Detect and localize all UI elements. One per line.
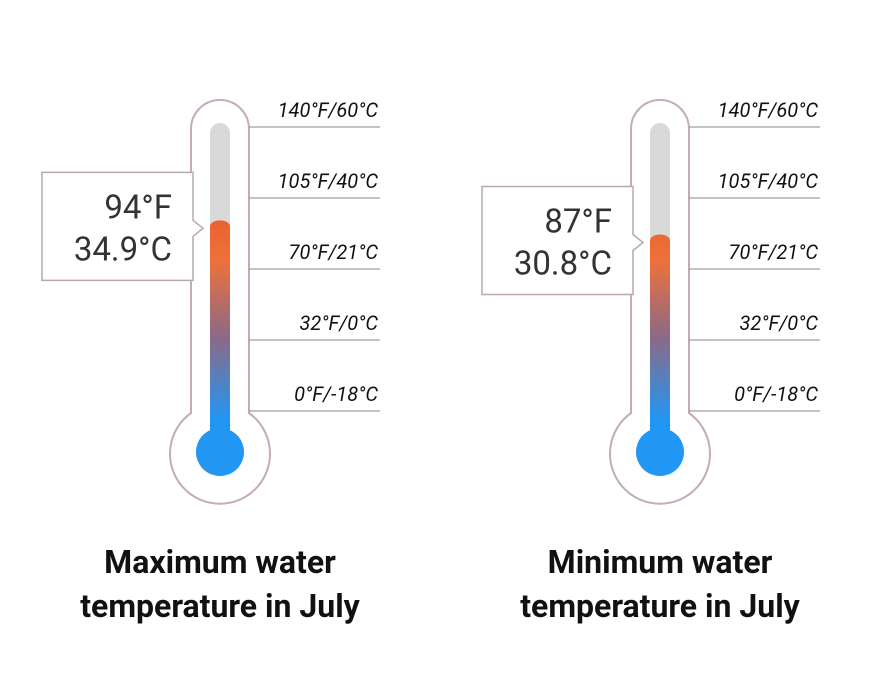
bulb (636, 428, 684, 476)
tick-label: 140°F/60°C (278, 98, 379, 122)
bulb (196, 428, 244, 476)
tick-label: 140°F/60°C (718, 98, 819, 122)
value-label: 87°F (544, 203, 612, 242)
tick-label: 105°F/40°C (718, 169, 819, 193)
tick-label: 0°F/-18°C (294, 382, 378, 406)
tick-label: 32°F/0°C (739, 311, 818, 335)
tick-label: 70°F/21°C (729, 240, 819, 264)
chart: 140°F/60°C 105°F/40°C 70°F/21°C 32°F/0°C 0°F… (41, 98, 820, 505)
value-label: 94°F (104, 188, 172, 227)
chart-title: Minimum water temperature in July (520, 543, 800, 625)
callout-box (481, 185, 645, 296)
callout-box (41, 171, 205, 282)
chart-title: Maximum water temperature in July (80, 543, 360, 625)
mercury (210, 220, 230, 440)
celsius-label: 30.8°C (514, 245, 612, 284)
celsius-label: 34.9°C (74, 230, 172, 269)
tick-label: 0°F/-18°C (734, 382, 818, 406)
tick-label: 70°F/21°C (289, 240, 379, 264)
tick-label: 105°F/40°C (278, 169, 379, 193)
tick-label: 32°F/0°C (299, 311, 378, 335)
mercury (650, 234, 670, 440)
